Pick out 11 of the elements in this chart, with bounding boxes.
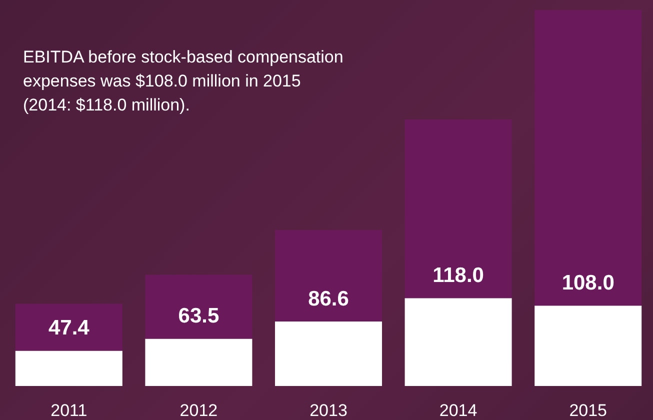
x-tick-label: 2012 <box>180 401 218 420</box>
data-label: 108.0 <box>562 272 614 295</box>
data-label: 63.5 <box>178 304 220 328</box>
x-tick-label: 2014 <box>439 401 478 420</box>
text: EBITDA before stock-based compensation expenses was $108.0 million in 2015 (2014: $118.0 million). <box>23 48 348 114</box>
data-label: 86.6 <box>308 288 349 311</box>
x-tick-label: 2011 <box>50 401 88 420</box>
x-tick-label: 2015 <box>569 401 608 420</box>
x-tick-label: 2013 <box>310 401 348 420</box>
data-label: 47.4 <box>48 316 90 340</box>
data-label: 118.0 <box>432 264 484 288</box>
